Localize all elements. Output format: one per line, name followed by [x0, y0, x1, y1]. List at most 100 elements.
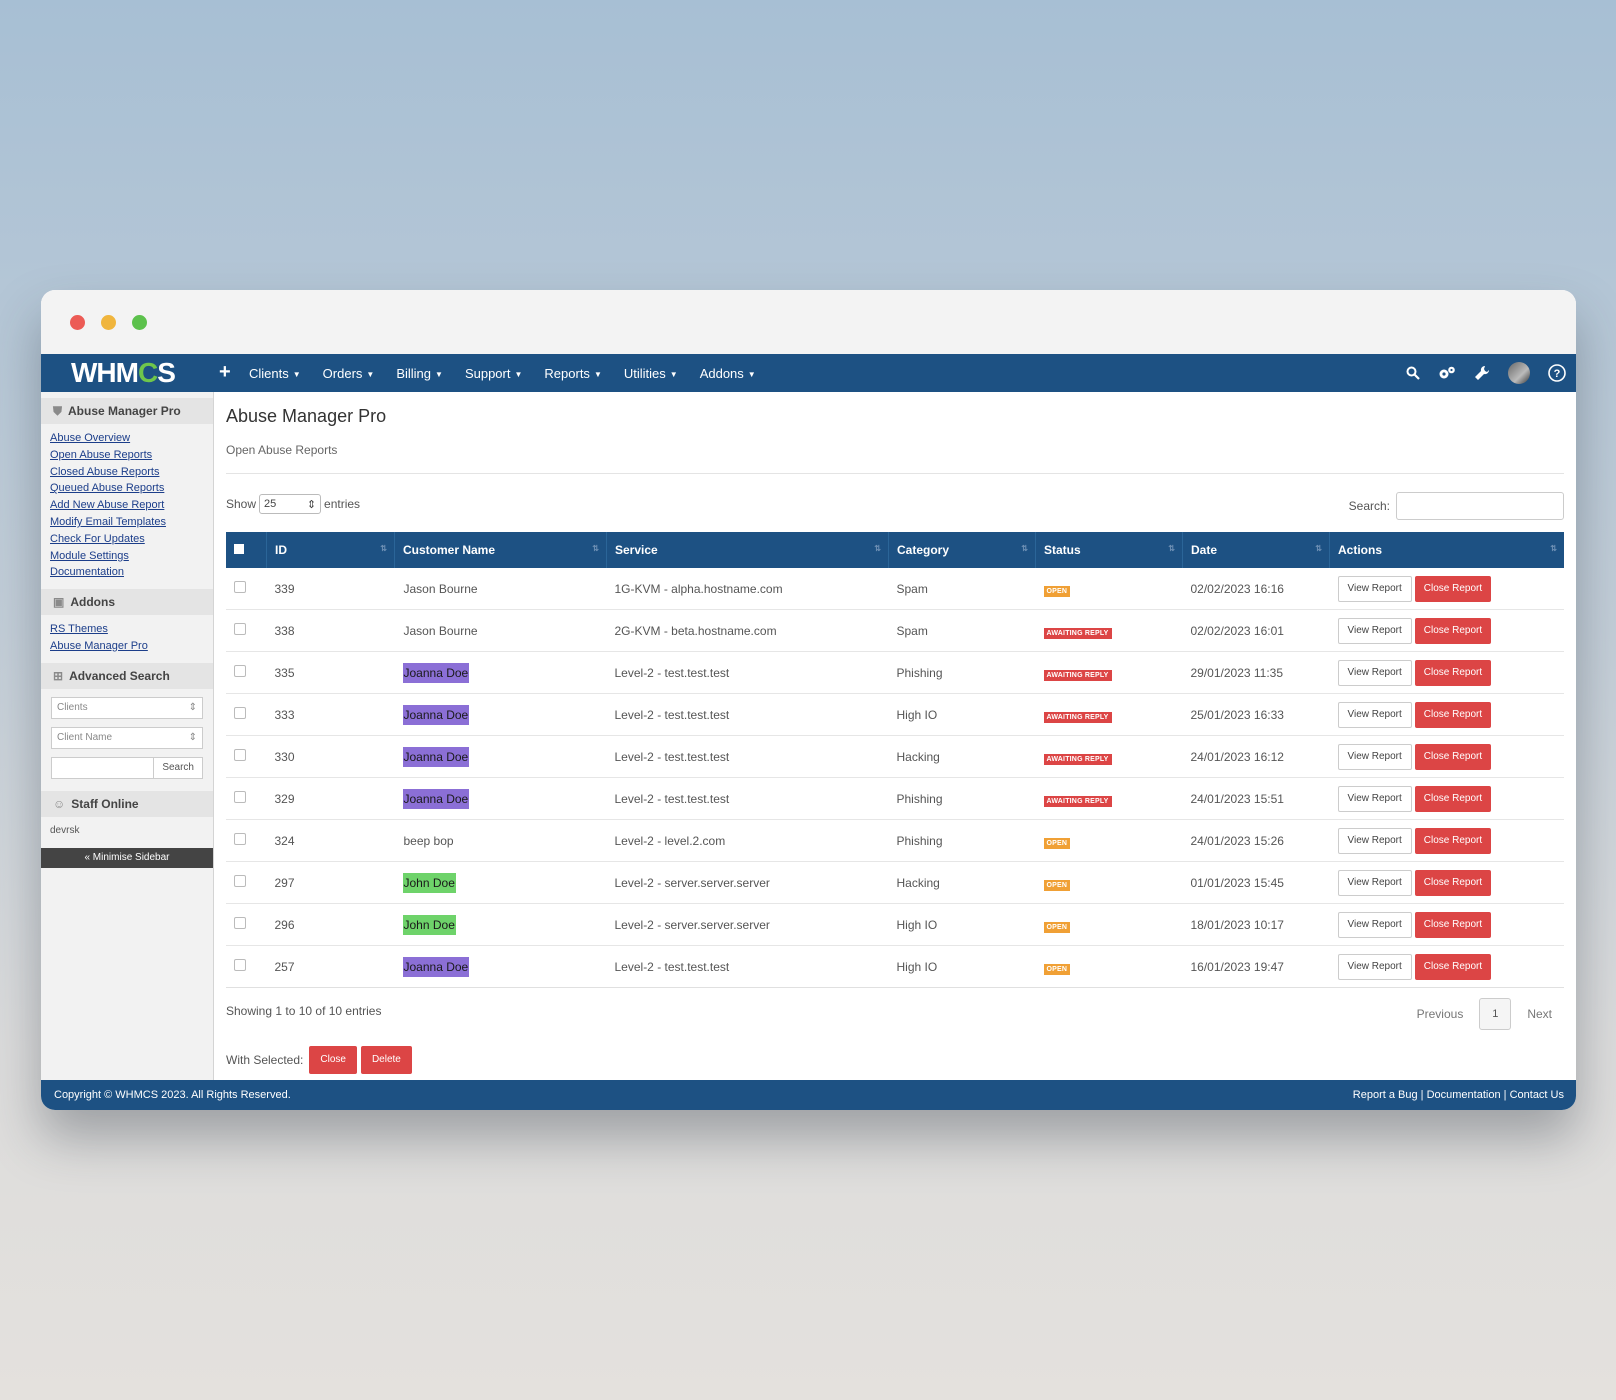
- nav-addons[interactable]: Addons ▼: [699, 365, 756, 381]
- customer-name-link[interactable]: Jason Bourne: [403, 623, 478, 638]
- bulk-delete-button[interactable]: Delete: [360, 1046, 412, 1074]
- whmcs-logo[interactable]: WHM C S: [71, 356, 176, 390]
- close-report-button[interactable]: Close Report: [1414, 743, 1492, 770]
- sidebar-search-input[interactable]: [51, 756, 155, 779]
- view-report-button[interactable]: View Report: [1337, 743, 1412, 770]
- customer-name-link[interactable]: Joanna Doe: [402, 746, 470, 767]
- entries-length-select[interactable]: 25 ⇕: [259, 494, 322, 514]
- gears-icon[interactable]: [1438, 365, 1456, 381]
- customer-name-link[interactable]: Joanna Doe: [402, 704, 470, 725]
- sidebar-link-documentation[interactable]: Documentation: [50, 566, 124, 579]
- close-report-button[interactable]: Close Report: [1414, 575, 1492, 602]
- view-report-button[interactable]: View Report: [1337, 869, 1412, 896]
- service-link[interactable]: Level-2 - test.test.test: [606, 651, 889, 694]
- service-link[interactable]: 1G-KVM - alpha.hostname.com: [606, 568, 889, 610]
- view-report-button[interactable]: View Report: [1337, 575, 1412, 602]
- current-page-button[interactable]: 1: [1479, 998, 1512, 1030]
- footer-link-report-bug[interactable]: Report a Bug: [1352, 1089, 1418, 1101]
- column-header-id[interactable]: ID ⇅: [266, 532, 395, 568]
- service-link[interactable]: Level-2 - level.2.com: [606, 819, 889, 862]
- view-report-button[interactable]: View Report: [1337, 701, 1412, 728]
- footer-link-documentation[interactable]: Documentation: [1426, 1089, 1501, 1101]
- service-link[interactable]: Level-2 - test.test.test: [606, 693, 889, 736]
- close-window-button[interactable]: [70, 315, 85, 330]
- customer-name-link[interactable]: Joanna Doe: [402, 956, 470, 977]
- close-report-button[interactable]: Close Report: [1414, 869, 1492, 896]
- column-header-category[interactable]: Category ⇅: [888, 532, 1036, 568]
- row-checkbox[interactable]: [234, 623, 246, 635]
- sidebar-link-rs-themes[interactable]: RS Themes: [50, 623, 108, 636]
- view-report-button[interactable]: View Report: [1337, 617, 1412, 644]
- user-avatar-icon[interactable]: [1508, 362, 1530, 384]
- minimise-sidebar-button[interactable]: « Minimise Sidebar: [41, 847, 213, 868]
- customer-name-link[interactable]: beep bop: [403, 833, 454, 848]
- previous-page-button[interactable]: Previous: [1416, 1007, 1464, 1021]
- wrench-icon[interactable]: [1474, 365, 1490, 381]
- sidebar-link-abuse-manager[interactable]: Abuse Manager Pro: [50, 639, 148, 652]
- row-checkbox[interactable]: [234, 833, 246, 845]
- column-header-status[interactable]: Status ⇅: [1035, 532, 1183, 568]
- service-link[interactable]: Level-2 - test.test.test: [606, 777, 889, 820]
- maximize-window-button[interactable]: [132, 315, 147, 330]
- nav-utilities[interactable]: Utilities ▼: [623, 365, 678, 381]
- column-header-date[interactable]: Date ⇅: [1182, 532, 1330, 568]
- close-report-button[interactable]: Close Report: [1414, 785, 1492, 812]
- row-checkbox[interactable]: [234, 665, 246, 677]
- nav-billing[interactable]: Billing ▼: [396, 365, 443, 381]
- view-report-button[interactable]: View Report: [1337, 827, 1412, 854]
- nav-orders[interactable]: Orders ▼: [322, 365, 375, 381]
- close-report-button[interactable]: Close Report: [1414, 701, 1492, 728]
- sidebar-link-abuse-overview[interactable]: Abuse Overview: [50, 432, 131, 444]
- close-report-button[interactable]: Close Report: [1414, 911, 1492, 938]
- view-report-button[interactable]: View Report: [1337, 785, 1412, 812]
- service-link[interactable]: Level-2 - server.server.server: [606, 903, 889, 946]
- sidebar-link-check-updates[interactable]: Check For Updates: [50, 532, 145, 545]
- minimize-window-button[interactable]: [101, 315, 116, 330]
- service-link[interactable]: 2G-KVM - beta.hostname.com: [606, 609, 889, 652]
- close-report-button[interactable]: Close Report: [1414, 617, 1492, 644]
- sidebar-link-module-settings[interactable]: Module Settings: [50, 549, 129, 562]
- service-link[interactable]: Level-2 - test.test.test: [606, 735, 889, 778]
- view-report-button[interactable]: View Report: [1337, 911, 1412, 938]
- row-checkbox[interactable]: [234, 581, 246, 593]
- next-page-button[interactable]: Next: [1527, 1007, 1552, 1021]
- row-checkbox[interactable]: [234, 959, 246, 971]
- close-report-button[interactable]: Close Report: [1414, 827, 1492, 854]
- view-report-button[interactable]: View Report: [1337, 953, 1412, 980]
- customer-name-link[interactable]: Jason Bourne: [403, 581, 478, 596]
- column-header-service[interactable]: Service ⇅: [606, 532, 889, 568]
- help-icon[interactable]: ?: [1548, 364, 1566, 382]
- nav-support[interactable]: Support ▼: [464, 365, 523, 381]
- sidebar-link-email-templates[interactable]: Modify Email Templates: [50, 515, 166, 528]
- customer-name-link[interactable]: John Doe: [402, 914, 456, 935]
- close-report-button[interactable]: Close Report: [1414, 953, 1492, 980]
- sidebar-search-button[interactable]: Search: [154, 756, 203, 779]
- search-icon[interactable]: [1406, 366, 1420, 380]
- sidebar-link-closed-reports[interactable]: Closed Abuse Reports: [50, 465, 160, 478]
- row-checkbox[interactable]: [234, 875, 246, 887]
- sidebar-link-add-report[interactable]: Add New Abuse Report: [50, 499, 165, 512]
- search-type-select[interactable]: Clients ⇕: [51, 696, 203, 719]
- select-all-checkbox[interactable]: [226, 532, 267, 568]
- close-report-button[interactable]: Close Report: [1414, 659, 1492, 686]
- add-new-icon[interactable]: +: [219, 361, 231, 383]
- column-header-customer[interactable]: Customer Name ⇅: [394, 532, 607, 568]
- nav-clients[interactable]: Clients ▼: [249, 365, 301, 381]
- customer-name-link[interactable]: John Doe: [402, 872, 456, 893]
- footer-link-contact[interactable]: Contact Us: [1509, 1089, 1564, 1101]
- sidebar-link-queued-reports[interactable]: Queued Abuse Reports: [50, 482, 165, 495]
- service-link[interactable]: Level-2 - test.test.test: [606, 945, 889, 988]
- nav-reports[interactable]: Reports ▼: [544, 365, 602, 381]
- service-link[interactable]: Level-2 - server.server.server: [606, 861, 889, 904]
- customer-name-link[interactable]: Joanna Doe: [402, 662, 470, 683]
- row-checkbox[interactable]: [234, 791, 246, 803]
- sidebar-link-open-reports[interactable]: Open Abuse Reports: [50, 448, 153, 461]
- search-field-select[interactable]: Client Name ⇕: [51, 726, 203, 749]
- table-search-input[interactable]: [1396, 492, 1564, 520]
- row-checkbox[interactable]: [234, 917, 246, 929]
- bulk-close-button[interactable]: Close: [309, 1046, 357, 1074]
- row-checkbox[interactable]: [234, 749, 246, 761]
- customer-name-link[interactable]: Joanna Doe: [402, 788, 470, 809]
- row-checkbox[interactable]: [234, 707, 246, 719]
- view-report-button[interactable]: View Report: [1337, 659, 1412, 686]
